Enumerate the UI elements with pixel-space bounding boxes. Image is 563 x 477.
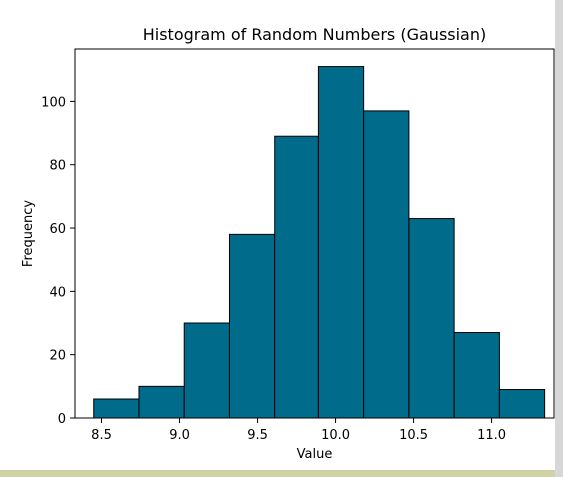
histogram-bar: [317, 66, 365, 419]
bars-group: [93, 66, 546, 419]
y-axis-ticks: 0 20 40 60 80 100: [41, 95, 75, 427]
vertical-scrollbar[interactable]: [555, 0, 563, 477]
histogram-bar: [363, 110, 410, 419]
histogram-bar: [183, 322, 230, 419]
x-axis-ticks: 8.5 9.0 9.5 10.0 10.5 11.0: [91, 418, 506, 443]
chart-title: Histogram of Random Numbers (Gaussian): [143, 25, 487, 44]
histogram-bar: [93, 398, 140, 419]
histogram-bar: [498, 389, 546, 419]
y-tick-label: 0: [58, 412, 66, 427]
x-tick-label: 9.0: [169, 428, 190, 443]
histogram-chart: 8.5 9.0 9.5 10.0 10.5 11.0 0 20 40 60 80 100 Histo…: [21, 25, 555, 462]
y-tick-label: 60: [49, 222, 66, 237]
x-tick-label: 9.5: [247, 428, 268, 443]
histogram-bar: [453, 332, 500, 419]
y-tick-label: 20: [49, 349, 66, 364]
histogram-bar: [228, 233, 276, 419]
x-tick-label: 10.0: [321, 428, 350, 443]
y-axis-label: Frequency: [21, 200, 36, 267]
plot-area-frame: [74, 48, 555, 419]
x-tick-label: 11.0: [477, 428, 506, 443]
histogram-bar: [274, 135, 319, 419]
x-axis-label: Value: [297, 447, 333, 462]
horizontal-scrollbar[interactable]: [0, 470, 555, 477]
y-tick-label: 100: [41, 95, 66, 110]
x-tick-label: 8.5: [91, 428, 112, 443]
histogram-bar: [408, 218, 455, 419]
histogram-bar: [138, 385, 185, 419]
y-tick-label: 40: [49, 285, 66, 300]
x-tick-label: 10.5: [399, 428, 428, 443]
y-tick-label: 80: [49, 159, 66, 174]
